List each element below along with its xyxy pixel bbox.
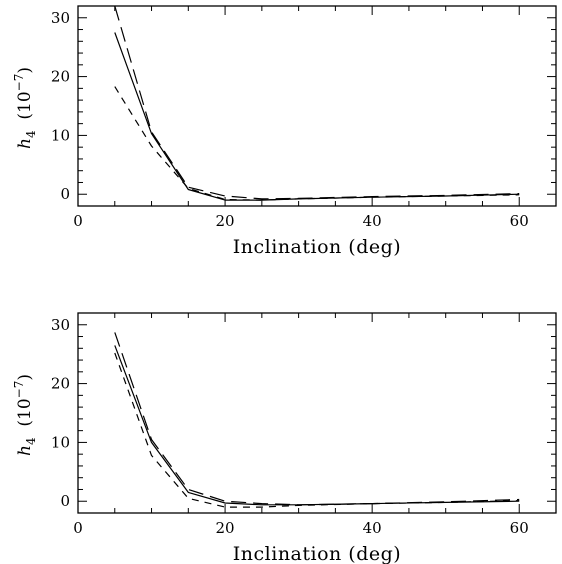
bottom-panel-y-tick-label: 0 — [60, 492, 70, 510]
top-panel-x-axis-title: Inclination (deg) — [233, 236, 401, 258]
bottom-panel-series-short-dash — [114, 352, 520, 508]
top-panel-y-tick-label: 10 — [51, 126, 70, 144]
top-panel-y-tick-label: 30 — [51, 9, 70, 27]
bottom-panel-series-long-dash — [114, 332, 520, 506]
top-panel-x-tick-label: 20 — [216, 212, 235, 230]
top-panel-series-solid — [114, 32, 520, 201]
bottom-panel: 0 20 40 60 0 10 20 30 Inclination (deg) h4 (10−7) — [12, 312, 557, 564]
bottom-panel-y-axis-title: h4 (10−7) — [12, 374, 38, 456]
top-panel-series-short-dash — [114, 86, 520, 201]
top-panel-x-tick-label: 40 — [363, 212, 382, 230]
bottom-panel-x-tick-label: 20 — [216, 519, 235, 537]
top-panel-x-tick-label: 0 — [73, 212, 83, 230]
bottom-panel-y-tick-label: 30 — [51, 316, 70, 334]
bottom-panel-x-tick-label: 60 — [510, 519, 529, 537]
bottom-panel-y-tick-label: 20 — [51, 375, 70, 393]
top-panel: 0 20 40 60 0 10 20 30 Inclination (deg) h4 (10−7) — [12, 5, 557, 258]
top-panel-frame — [77, 5, 557, 207]
top-panel-series-long-dash — [114, 6, 520, 200]
top-panel-x-tick-label: 60 — [510, 212, 529, 230]
bottom-panel-x-axis-title: Inclination (deg) — [233, 543, 401, 564]
bottom-panel-y-tick-label: 10 — [51, 433, 70, 451]
top-panel-y-tick-label: 20 — [51, 68, 70, 86]
top-panel-y-tick-label: 0 — [60, 185, 70, 203]
bottom-panel-frame — [77, 312, 557, 514]
top-panel-y-axis-title: h4 (10−7) — [12, 67, 38, 149]
bottom-panel-series-solid — [114, 345, 520, 506]
bottom-panel-x-tick-label: 0 — [73, 519, 83, 537]
bottom-panel-x-tick-label: 40 — [363, 519, 382, 537]
